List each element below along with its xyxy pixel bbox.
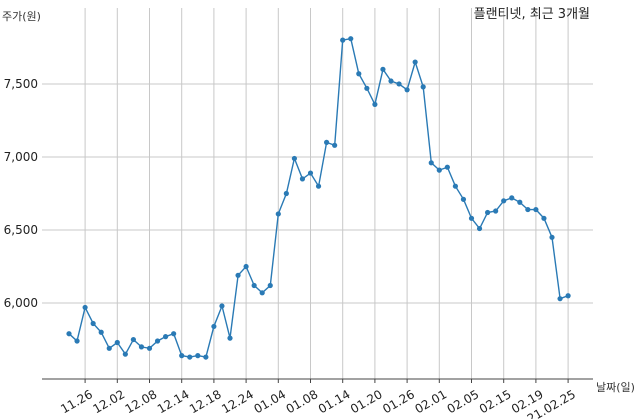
- price-points: [66, 36, 571, 360]
- price-point: [283, 190, 289, 197]
- price-point: [372, 101, 378, 108]
- price-point: [251, 282, 257, 289]
- x-tick-label: 02.01: [412, 387, 449, 416]
- price-point: [364, 85, 370, 91]
- price-point: [187, 354, 193, 360]
- price-point: [460, 196, 467, 202]
- x-tick-label: 01.20: [348, 387, 385, 416]
- price-point: [557, 296, 563, 302]
- price-point: [340, 37, 346, 43]
- price-point: [380, 66, 386, 72]
- price-point: [444, 164, 450, 170]
- y-tick-label: 7,000: [4, 150, 38, 164]
- x-tick-label: 12.08: [123, 387, 160, 416]
- price-point: [171, 331, 177, 337]
- x-tick-label: 11.26: [58, 387, 95, 416]
- price-point: [163, 334, 169, 340]
- price-point: [275, 211, 281, 217]
- price-point: [452, 183, 458, 189]
- x-tick-label: 12.02: [90, 387, 127, 416]
- y-gridlines: [42, 83, 593, 304]
- x-tick-label: 01.04: [251, 387, 288, 416]
- price-point: [138, 344, 145, 350]
- x-axis-label: 날짜(일): [596, 380, 635, 394]
- price-point: [227, 335, 233, 341]
- price-point: [332, 142, 338, 148]
- price-point: [259, 290, 265, 296]
- x-tick-label: 01.08: [284, 387, 321, 416]
- x-tick-label: 01.26: [380, 387, 417, 416]
- price-point: [501, 198, 507, 204]
- price-point: [436, 167, 442, 173]
- price-point: [476, 225, 483, 232]
- price-point: [211, 323, 217, 330]
- price-point: [307, 170, 314, 176]
- y-axis-label: 주가(원): [2, 10, 41, 23]
- x-tick-labels: 11.2612.0212.0812.1412.1812.2401.0401.08…: [58, 387, 578, 419]
- price-point: [517, 199, 523, 205]
- price-point: [82, 304, 88, 311]
- price-point: [315, 183, 322, 189]
- chart-title: 플랜티넷, 최근 3개월: [474, 7, 590, 22]
- price-point: [106, 345, 112, 351]
- price-point: [324, 139, 330, 145]
- x-tick-label: 01.14: [316, 387, 353, 416]
- y-tick-labels: 6,000 6,500 7,000 7,500: [4, 77, 38, 310]
- price-point: [428, 160, 434, 166]
- x-tick-label: 12.14: [155, 387, 192, 416]
- price-point: [356, 71, 362, 77]
- price-point: [291, 155, 297, 162]
- price-line: [68, 37, 569, 358]
- price-point: [404, 87, 410, 93]
- price-point: [203, 354, 209, 360]
- price-point: [412, 59, 418, 65]
- price-point: [146, 345, 153, 351]
- price-point: [485, 209, 491, 216]
- price-point: [468, 215, 475, 221]
- price-point: [549, 234, 555, 240]
- x-tick-label: 02.15: [477, 387, 514, 416]
- x-tick-label: 12.18: [187, 387, 224, 416]
- x-gridlines: [84, 8, 569, 383]
- price-point: [195, 353, 201, 359]
- y-tick-label: 6,500: [4, 223, 38, 237]
- price-point: [396, 81, 402, 87]
- price-point: [243, 263, 249, 270]
- price-point: [509, 195, 515, 201]
- price-point: [122, 351, 128, 357]
- price-point: [565, 293, 571, 299]
- price-point: [114, 339, 120, 346]
- price-point: [533, 206, 539, 213]
- y-tick-label: 7,500: [4, 77, 38, 91]
- x-tick-label: 12.24: [219, 387, 256, 416]
- y-tick-label: 6,000: [4, 296, 38, 310]
- price-point: [90, 320, 96, 327]
- price-point: [219, 303, 225, 309]
- x-tick-label: 02.05: [445, 387, 482, 416]
- price-point: [299, 176, 306, 182]
- price-point: [525, 206, 531, 213]
- price-point: [541, 215, 547, 221]
- price-point: [267, 282, 273, 289]
- price-point: [235, 272, 241, 278]
- price-point: [420, 84, 426, 90]
- price-point: [74, 338, 80, 344]
- price-point: [130, 336, 136, 343]
- price-point: [154, 338, 161, 344]
- price-point: [493, 208, 499, 214]
- price-point: [98, 329, 104, 335]
- price-point: [348, 36, 354, 42]
- price-point: [179, 353, 185, 359]
- price-point: [388, 78, 394, 84]
- price-point: [66, 331, 72, 337]
